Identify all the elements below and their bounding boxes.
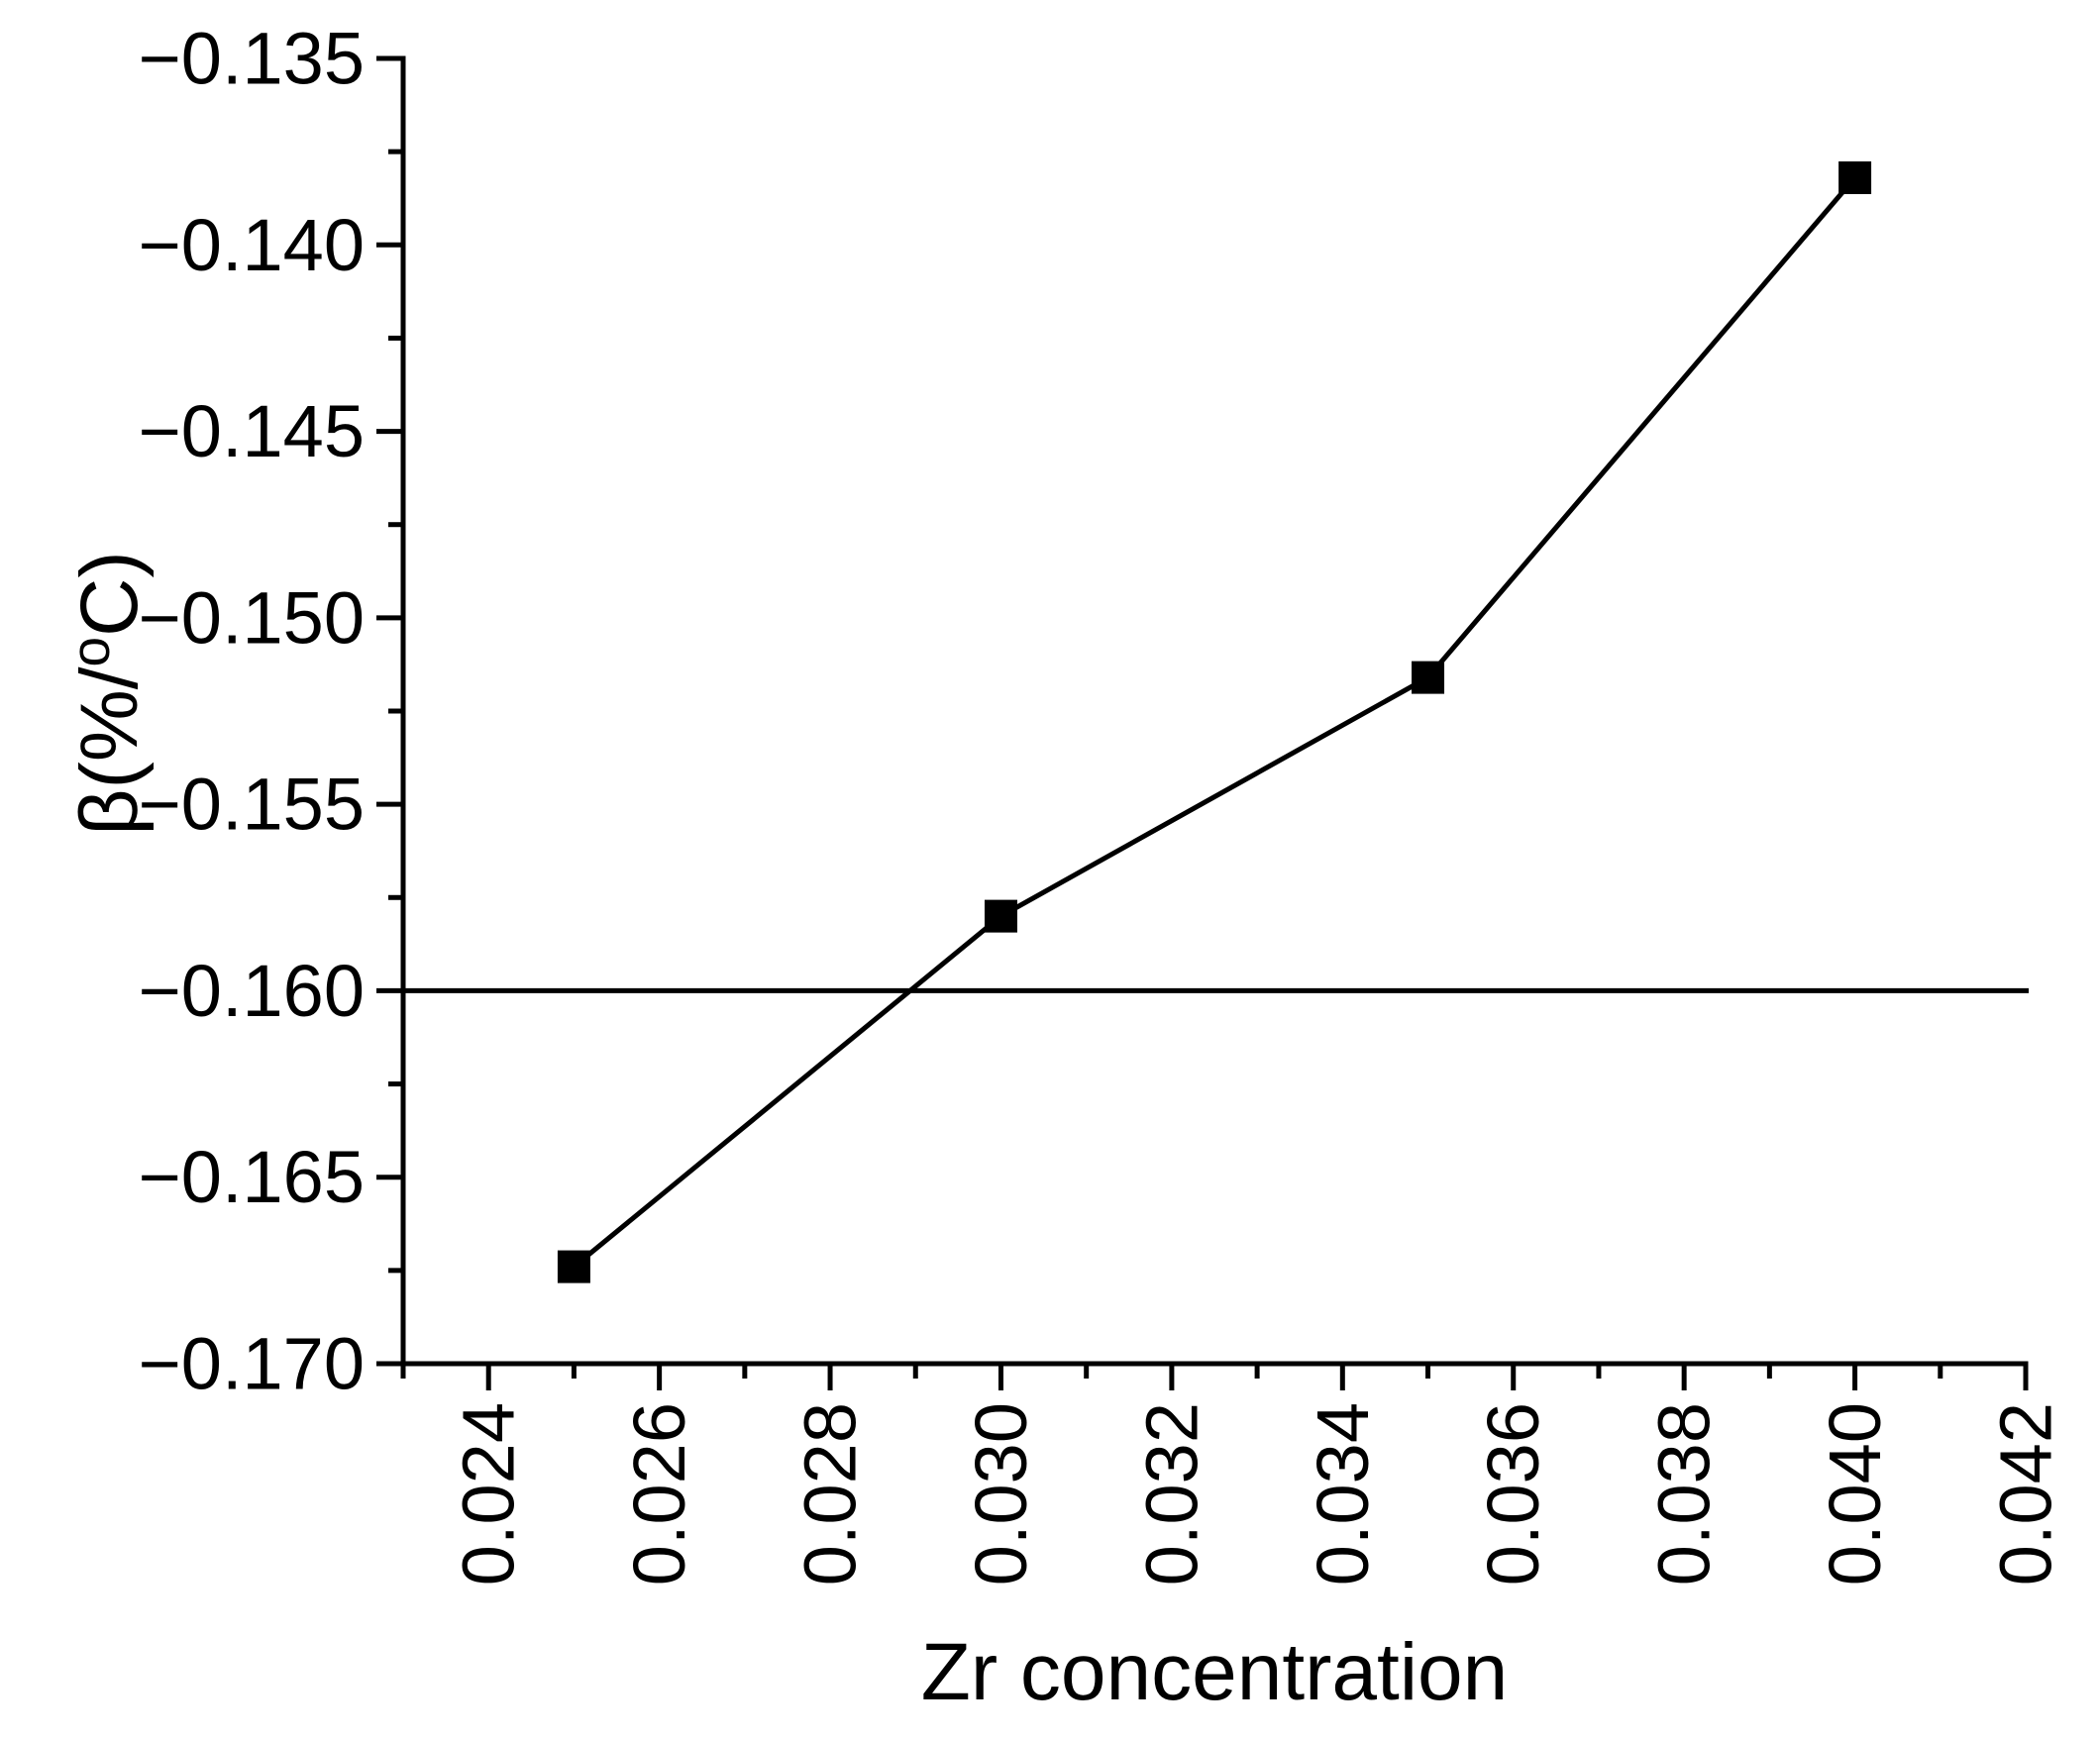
y-axis-title-prefix: β(%/ [64, 666, 155, 835]
x-axis-tick-label: 0.032 [1130, 1402, 1212, 1586]
y-axis-tick-label: −0.165 [139, 1136, 365, 1218]
y-axis-title: β(%/oC) [59, 551, 155, 835]
axes-group [400, 55, 2029, 1367]
y-axis-tick-label: −0.140 [139, 204, 365, 286]
x-axis-tick-label: 0.028 [789, 1402, 872, 1586]
x-axis-tick-label: 0.024 [448, 1402, 530, 1586]
y-axis-title-suffix: C) [64, 551, 155, 637]
series-line [572, 175, 1857, 1270]
tick-labels-group: 0.024 0.026 0.028 0.030 0.032 0.034 0.036 0.038… [139, 18, 2067, 1586]
y-axis-tick-label: −0.160 [139, 950, 365, 1032]
y-axis-tick-label: −0.150 [139, 576, 365, 659]
y-axis-tick-label: −0.155 [139, 764, 365, 846]
degree-superscript: o [59, 637, 121, 667]
x-axis-tick-label: 0.026 [618, 1402, 700, 1586]
x-axis-tick-label: 0.034 [1302, 1402, 1384, 1586]
data-point-marker [984, 899, 1017, 933]
data-point-marker [1412, 661, 1445, 694]
y-axis-tick-label: −0.135 [139, 18, 365, 100]
ticks-group [376, 55, 2029, 1390]
x-axis-tick-label: 0.038 [1643, 1402, 1726, 1586]
axis-spines [400, 55, 2029, 1367]
y-axis-tick-label: −0.145 [139, 390, 365, 472]
x-axis-tick-label: 0.040 [1814, 1402, 1896, 1586]
x-axis-tick-label: 0.030 [960, 1402, 1042, 1586]
y-axis-tick-label: −0.170 [139, 1323, 365, 1405]
x-axis-title: Zr concentration [921, 1627, 1509, 1717]
data-series-group [557, 161, 1872, 1283]
data-point-marker [1838, 161, 1872, 195]
x-axis-tick-label: 0.042 [1985, 1402, 2067, 1586]
data-point-marker [557, 1250, 590, 1283]
x-axis-tick-label: 0.036 [1472, 1402, 1554, 1586]
